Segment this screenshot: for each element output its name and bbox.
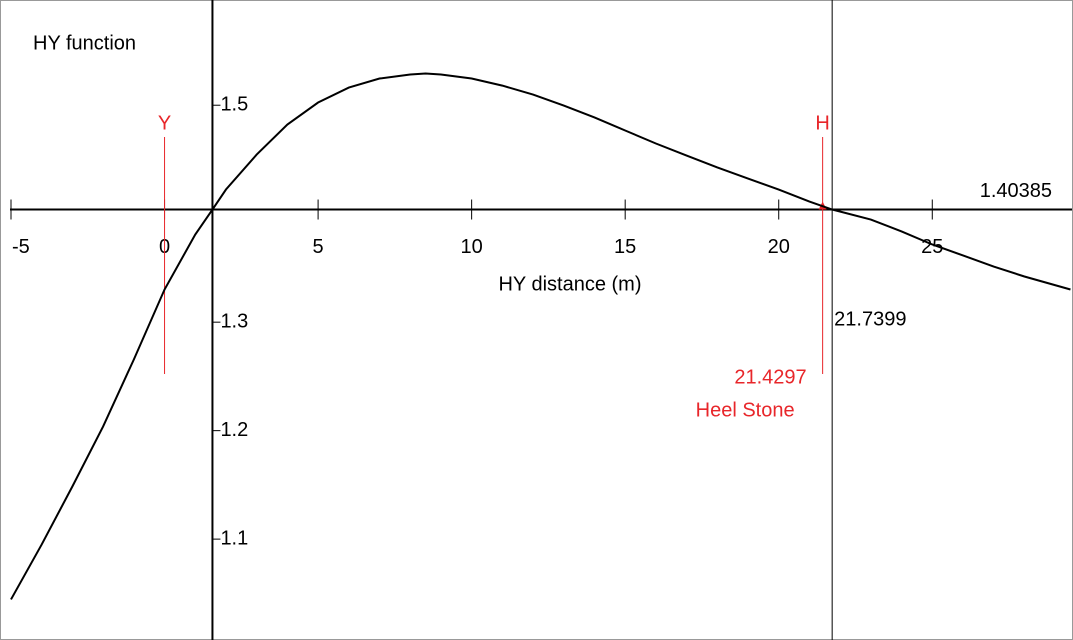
chart-title: HY function [33,32,136,54]
x-tick-label: -5 [12,236,30,258]
marker-value: 21.4297 [734,366,806,388]
marker-label: H [815,112,829,134]
y-tick-label: 1.3 [220,310,248,332]
x-tick-label: 10 [461,236,483,258]
curve [10,72,1071,600]
y-tick-label: 1.5 [220,94,248,116]
x-axis-value: 1.40385 [980,180,1052,202]
x-axis-label: HY distance (m) [498,273,641,295]
marker-label: Y [158,112,171,134]
x-tick-label: 5 [313,236,324,258]
y-tick-label: 1.1 [220,527,248,549]
marker-note: Heel Stone [696,399,795,421]
y-tick-label: 1.2 [220,419,248,441]
root-label: 21.7399 [834,308,906,330]
x-tick-label: 15 [614,236,636,258]
x-tick-label: 20 [768,236,790,258]
